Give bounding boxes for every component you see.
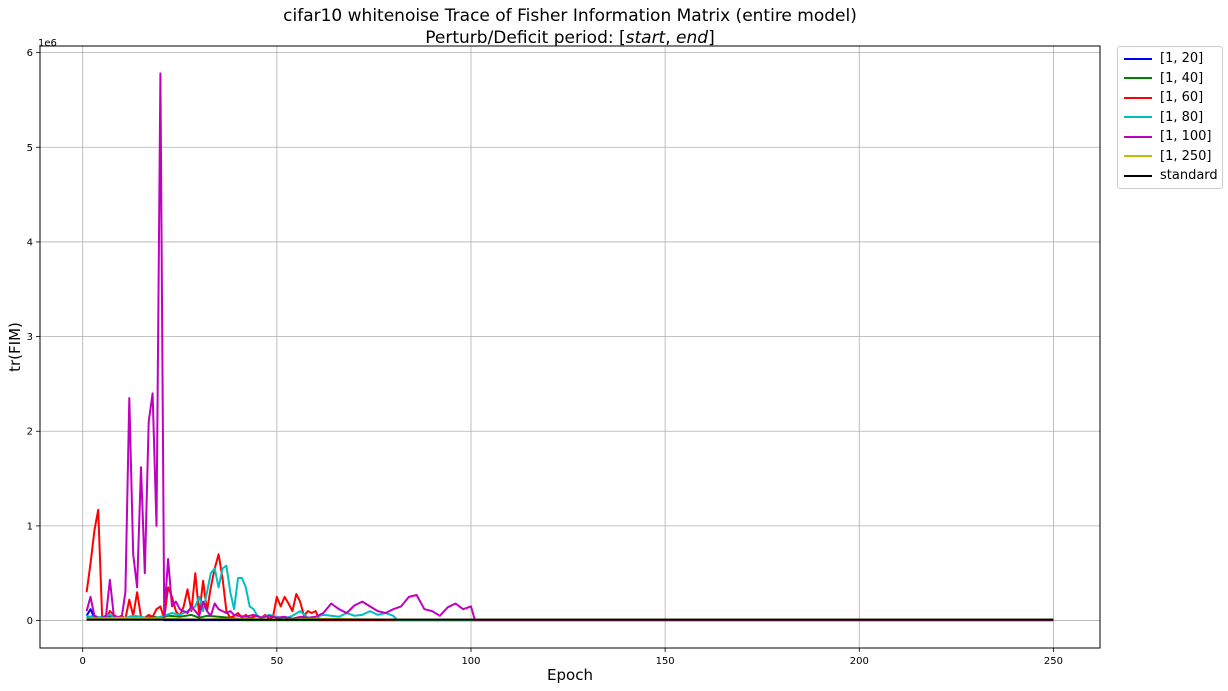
- y-offset-label: 1e6: [38, 38, 57, 49]
- y-tick-label: 1: [27, 521, 33, 532]
- legend-item: [1, 80]: [1118, 108, 1222, 128]
- y-tick-label: 0: [27, 616, 33, 627]
- legend-label: [1, 80]: [1160, 109, 1204, 125]
- legend-label: [1, 250]: [1160, 148, 1212, 164]
- x-tick-label: 0: [80, 656, 86, 667]
- y-tick-label: 4: [27, 237, 33, 248]
- subtitle-suffix: ]: [708, 28, 715, 48]
- legend-item: standard: [1118, 166, 1222, 186]
- y-tick-label: 5: [27, 143, 33, 154]
- legend-swatch: [1124, 135, 1152, 138]
- y-axis-label: tr(FIM): [6, 322, 24, 372]
- subtitle-end: end: [676, 28, 709, 48]
- series-line-2: [85, 508, 1054, 622]
- subtitle-separator: ,: [665, 28, 677, 48]
- subtitle-start: start: [625, 28, 666, 48]
- plot-frame: [39, 45, 1101, 649]
- legend-item: [1, 20]: [1118, 49, 1222, 69]
- legend-item: [1, 40]: [1118, 69, 1222, 89]
- legend-swatch: [1124, 77, 1152, 80]
- y-tick-label: 6: [27, 48, 33, 59]
- legend-swatch: [1124, 174, 1152, 177]
- legend-label: [1, 60]: [1160, 90, 1204, 106]
- grid: [40, 46, 1100, 648]
- x-tick-label: 100: [461, 656, 480, 667]
- legend-swatch: [1124, 116, 1152, 119]
- x-tick-label: 250: [1044, 656, 1063, 667]
- legend-swatch: [1124, 155, 1152, 158]
- series-line-4: [85, 72, 1054, 622]
- legend-label: standard: [1160, 168, 1218, 184]
- chart-subtitle: Perturb/Deficit period: [start, end]: [40, 28, 1100, 48]
- legend-label: [1, 100]: [1160, 129, 1212, 145]
- axes: 0 50 100 150 200 250 0 1 2 3 4 5 6: [27, 45, 1101, 667]
- y-tick-label: 3: [27, 332, 33, 343]
- x-tick-label: 50: [270, 656, 283, 667]
- legend-item: [1, 250]: [1118, 147, 1222, 167]
- series-lines: [85, 72, 1054, 622]
- legend: [1, 20] [1, 40] [1, 60] [1, 80] [1, 100] [1, …: [1117, 46, 1223, 189]
- legend-label: [1, 20]: [1160, 51, 1204, 67]
- x-tick-label: 200: [850, 656, 869, 667]
- x-axis-label: Epoch: [547, 666, 593, 684]
- y-tick-label: 2: [27, 427, 33, 438]
- x-tick-label: 150: [656, 656, 675, 667]
- subtitle-prefix: Perturb/Deficit period: [: [425, 28, 626, 48]
- legend-swatch: [1124, 57, 1152, 60]
- legend-label: [1, 40]: [1160, 70, 1204, 86]
- legend-item: [1, 100]: [1118, 127, 1222, 147]
- legend-swatch: [1124, 96, 1152, 99]
- legend-item: [1, 60]: [1118, 88, 1222, 108]
- chart-title: cifar10 whitenoise Trace of Fisher Infor…: [283, 6, 857, 26]
